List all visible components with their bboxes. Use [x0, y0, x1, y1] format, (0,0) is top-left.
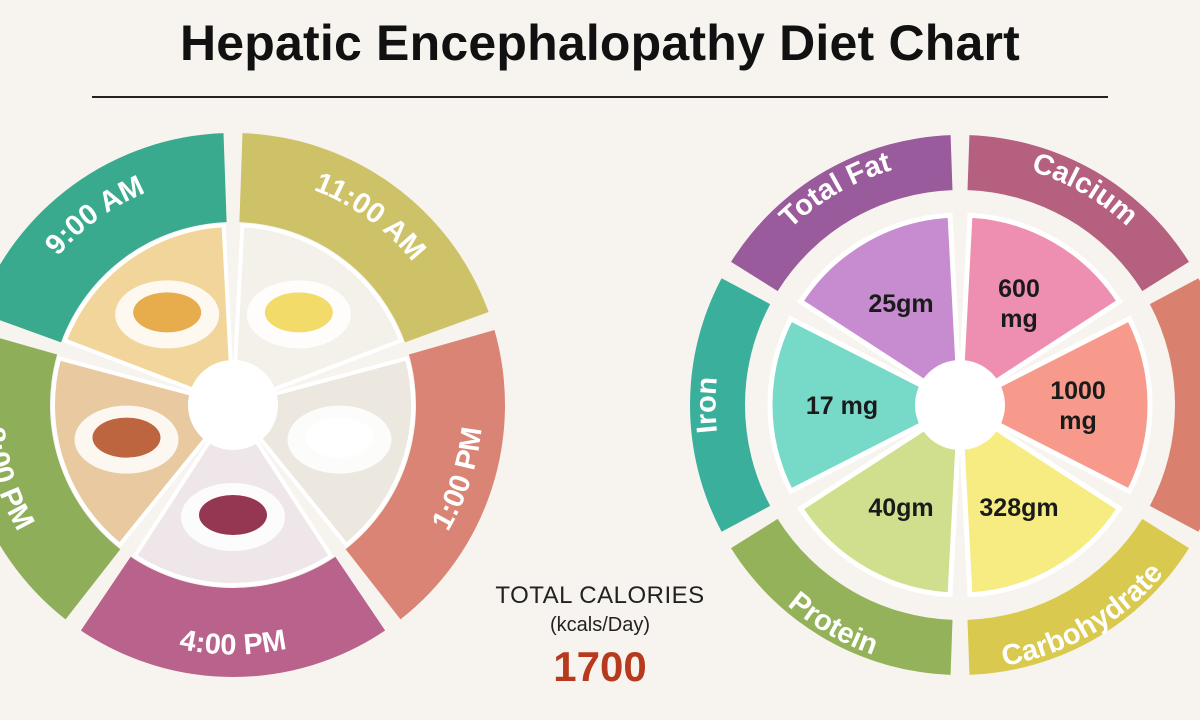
- meal-time-label-4-00-pm: 4:00 PM: [177, 624, 288, 662]
- nutrient-value-nutrient-2: 1000 mg: [1050, 377, 1106, 435]
- value-line: mg: [1059, 407, 1097, 435]
- total-calories-label: TOTAL CALORIES: [495, 582, 705, 609]
- nutrient-slice-protein: [797, 400, 963, 598]
- nutrient-value-calcium: 600 mg: [998, 275, 1040, 333]
- meal-ring-8-00-pm: [0, 338, 121, 620]
- total-calories-unit: (kcals/Day): [549, 614, 650, 636]
- meal-time-label-4-00-pm-text: 4:00 PM: [177, 624, 288, 662]
- nutrient-value-carbohydrate: 328gm: [979, 494, 1058, 522]
- nutrient-ring-protein: [731, 518, 953, 675]
- nutrient-wheel-hub: [915, 360, 1005, 450]
- food-icon: [305, 417, 374, 458]
- meal-ring-11-00-am: [239, 133, 489, 343]
- nutrient-value-iron: 17 mg: [806, 392, 878, 420]
- nutrient-ring-calcium: [967, 135, 1189, 292]
- nutrient-slice-carbohydrate: [957, 400, 1123, 598]
- nutrient-ring-iron: [690, 278, 771, 532]
- nutrient-slice-total-fat: [797, 212, 963, 410]
- nutrient-value-total-fat: 25gm: [868, 290, 933, 318]
- food-icon: [133, 292, 202, 333]
- nutrient-ring-total-fat: [731, 135, 953, 292]
- nutrient-slice-calcium: [957, 212, 1123, 410]
- food-icon: [92, 417, 161, 458]
- food-icon: [199, 495, 267, 535]
- food-icon: [264, 292, 333, 333]
- title-divider: [92, 96, 1108, 98]
- value-line: 1000: [1050, 377, 1106, 405]
- nutrient-value-protein: 40gm: [868, 494, 933, 522]
- meal-wheel-hub: [188, 360, 278, 450]
- total-calories-value: 1700: [553, 643, 647, 690]
- nutrient-slice-iron: [767, 315, 966, 495]
- meal-ring-1-00-pm: [345, 330, 506, 620]
- meal-ring-9-00-am: [0, 133, 227, 343]
- nutrient-ring-nutrient-2: [1149, 278, 1200, 532]
- nutrient-ring-carbohydrate: [967, 518, 1189, 675]
- value-line: mg: [1000, 305, 1038, 333]
- nutrient-slice-nutrient-2: [954, 315, 1153, 495]
- value-line: 600: [998, 275, 1040, 303]
- page-title: Hepatic Encephalopathy Diet Chart: [179, 15, 1021, 71]
- meal-ring-4-00-pm: [80, 556, 386, 678]
- total-calories-box: TOTAL CALORIES (kcals/Day) 1700: [450, 582, 750, 691]
